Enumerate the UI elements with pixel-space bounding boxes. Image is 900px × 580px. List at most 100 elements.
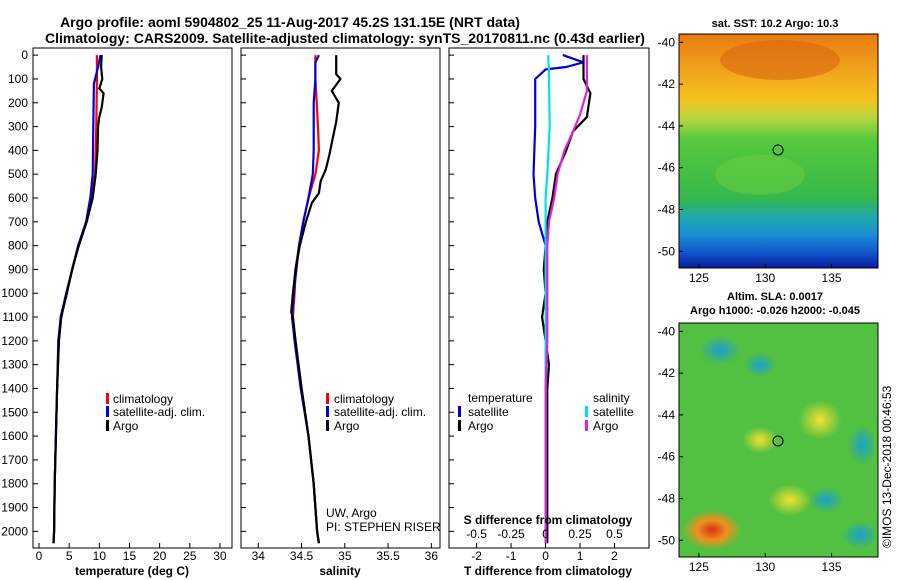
x2-tick-label: 0.25 [568, 527, 592, 541]
temperature-legend: climatology satellite-adj. clim. Argo [106, 392, 205, 433]
legend-swatch-climatology [326, 393, 329, 404]
depth-tick-label: 1400 [1, 381, 28, 395]
sla-blob [798, 400, 842, 440]
legend-label-argo: Argo [113, 419, 139, 433]
x-tick-label: 1 [577, 549, 584, 563]
depth-tick-label: 100 [8, 72, 28, 86]
map-y-tick-label: -50 [658, 533, 676, 547]
salinity-legend: climatology satellite-adj. clim. Argo UW… [326, 392, 441, 534]
legend-swatch-argo [326, 420, 329, 431]
note-line1: UW, Argo [326, 506, 377, 520]
legend-title-salinity: salinity [593, 391, 630, 405]
salinity-series [290, 54, 342, 544]
float-position-marker [772, 435, 784, 447]
depth-tick-label: 1900 [1, 501, 28, 515]
depth-tick-label: 1800 [1, 477, 28, 491]
depth-axis: 0 100 200 300 400 500 600 700 800 900 1000 1100 1200… [1, 48, 454, 538]
float-position-marker [772, 144, 784, 156]
map-y-tick-label: -42 [658, 77, 676, 91]
x-tick-label: 5 [66, 549, 73, 563]
depth-tick-label: 1700 [1, 453, 28, 467]
map-y-tick-label: -40 [658, 35, 676, 49]
x2-tick-label: -0.25 [497, 527, 525, 541]
legend-label-t-argo: Argo [468, 419, 494, 433]
map-x-tick-label: 135 [822, 271, 842, 285]
depth-tick-label: 400 [8, 143, 28, 157]
sla-map-frame [678, 322, 879, 558]
x2-tick-label: -0.5 [466, 527, 487, 541]
depth-tick-label: 700 [8, 215, 28, 229]
x-tick-labels: 0 5 10 15 20 25 30 34 34.5 35 35.5 36 -2 -1 0 1 2 -0.5 -0.… [36, 527, 623, 563]
x-tick-label: 34.5 [290, 549, 314, 563]
sla-blob [700, 335, 740, 365]
depth-tick-label: 1200 [1, 334, 28, 348]
depth-tick-label: 300 [8, 120, 28, 134]
legend-swatch-satellite [106, 406, 109, 417]
series-line-argo [290, 55, 342, 544]
map-y-tick-label: -44 [658, 119, 676, 133]
sla-blob [842, 521, 878, 549]
series-line-satellite-adj-clim- [52, 54, 102, 544]
t-difference-axis-label: T difference from climatology [464, 564, 632, 578]
sla-map-subtitle: Argo h1000: -0.026 h2000: -0.045 [690, 305, 860, 317]
series-line-salinity-argo [544, 55, 589, 544]
legend-swatch-argo [106, 420, 109, 431]
depth-tick-label: 1300 [1, 358, 28, 372]
depth-tick-label: 0 [21, 48, 28, 62]
legend-title-temperature: temperature [468, 391, 533, 405]
header-line2: Climatology: CARS2009. Satellite-adjuste… [45, 30, 645, 46]
map-y-tick-label: -42 [658, 366, 676, 380]
x-tick-label: -2 [471, 549, 482, 563]
sla-blob [808, 487, 844, 513]
map-y-tick-label: -46 [658, 450, 676, 464]
difference-panel-frame [448, 47, 650, 549]
map-y-tick-label: -50 [658, 244, 676, 258]
x-tick-label: -1 [506, 549, 517, 563]
map-x-tick-label: 125 [689, 271, 709, 285]
depth-tick-label: 1100 [2, 310, 28, 324]
sst-map-ticks: 125 130 135 -40 -42 -44 -46 -48 -50 [658, 35, 842, 285]
map-x-tick-label: 135 [822, 560, 842, 574]
depth-tick-label: 800 [8, 239, 28, 253]
sla-blob [768, 484, 812, 516]
sla-blob [742, 426, 778, 454]
sst-light-patch [715, 155, 805, 195]
x-tick-label: 35.5 [376, 549, 400, 563]
x2-tick-label: 0.5 [606, 527, 623, 541]
sla-map-ticks: 125 130 135 -40 -42 -44 -46 -48 -50 [658, 324, 842, 574]
map-y-tick-label: -48 [658, 492, 676, 506]
legend-label-climatology: climatology [334, 392, 394, 406]
depth-tick-label: 900 [8, 262, 28, 276]
sst-map-title: sat. SST: 10.2 Argo: 10.3 [712, 18, 839, 30]
sst-map [678, 33, 879, 269]
x-tick-label: 35 [338, 549, 352, 563]
legend-label-t-satellite: satellite [468, 405, 509, 419]
legend-swatch-t-satellite [458, 406, 461, 417]
depth-tick-label: 1000 [1, 286, 28, 300]
x-tick-label: 20 [153, 549, 167, 563]
temperature-series [52, 54, 105, 544]
salinity-panel-frame [240, 47, 441, 549]
legend-swatch-climatology [106, 393, 109, 404]
x-tick-label: 0 [542, 549, 549, 563]
sla-map-title: Altim. SLA: 0.0017 [727, 291, 823, 303]
depth-tick-label: 1500 [1, 405, 28, 419]
legend-label-satellite: satellite-adj. clim. [113, 405, 205, 419]
x-tick-label: 0 [36, 549, 43, 563]
depth-tick-label: 500 [8, 167, 28, 181]
temperature-axis-label: temperature (deg C) [75, 564, 189, 578]
map-x-tick-label: 130 [755, 560, 775, 574]
x-tick-label: 36 [425, 549, 439, 563]
x-tick-label: 15 [123, 549, 137, 563]
s-difference-axis-label: S difference from climatology [464, 513, 633, 527]
difference-legend: temperature satellite Argo salinity sate… [458, 391, 634, 433]
depth-tick-label: 600 [8, 191, 28, 205]
x2-tick-label: 0 [542, 527, 549, 541]
salinity-axis-label: salinity [319, 564, 361, 578]
sst-map-frame [678, 33, 879, 269]
sst-warm-patch [720, 40, 840, 80]
legend-swatch-s-argo [585, 420, 588, 431]
depth-tick-label: 1600 [1, 429, 28, 443]
legend-swatch-s-satellite [585, 406, 588, 417]
